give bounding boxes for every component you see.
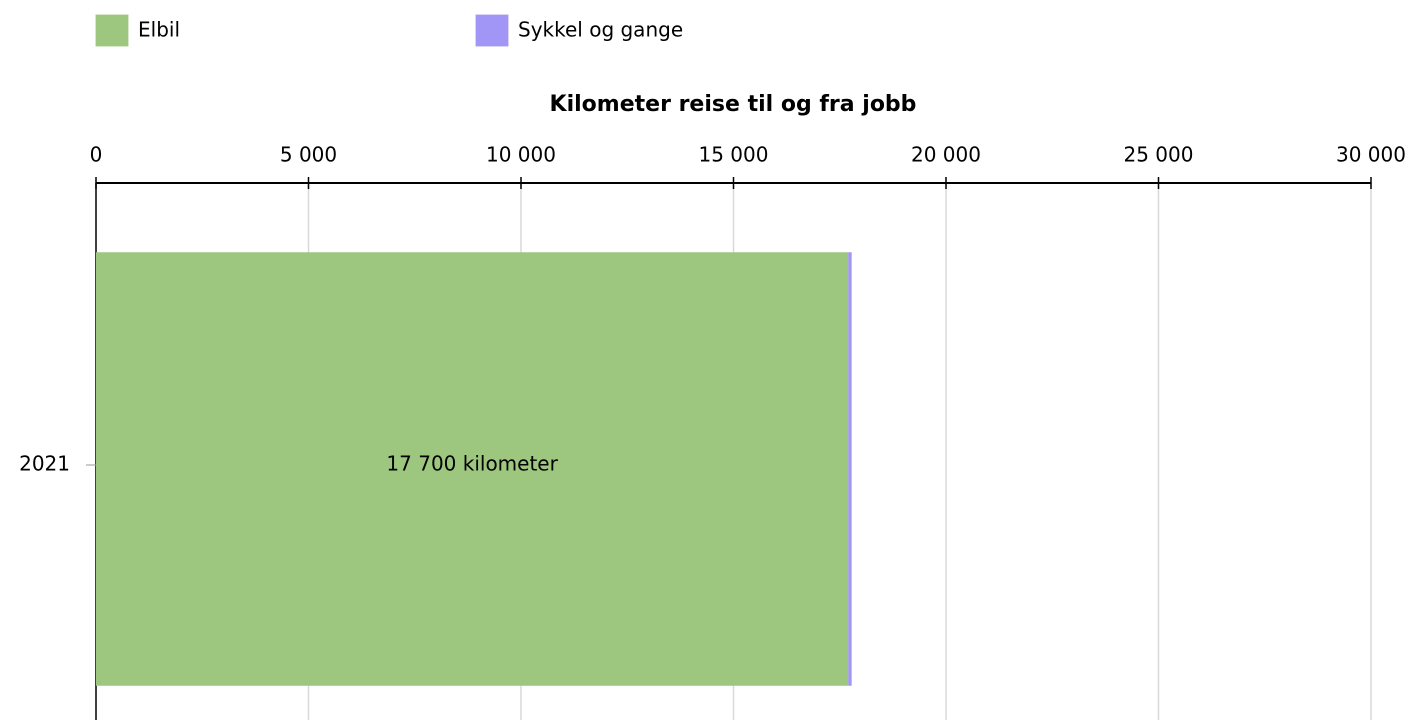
y-tick-label: 2021 — [19, 452, 70, 476]
chart-title: Kilometer reise til og fra jobb — [550, 92, 917, 117]
x-tick-label: 0 — [90, 143, 103, 167]
legend-label: Sykkel og gange — [518, 18, 683, 42]
x-tick-label: 25 000 — [1124, 143, 1194, 167]
x-tick-label: 20 000 — [911, 143, 981, 167]
legend-swatch — [475, 14, 509, 47]
x-tick-label: 15 000 — [699, 143, 769, 167]
bar-segment — [848, 252, 852, 686]
x-tick-label: 30 000 — [1336, 143, 1406, 167]
legend-swatch — [95, 14, 129, 47]
x-tick-label: 10 000 — [486, 143, 556, 167]
data-label: 17 700 kilometer — [386, 452, 558, 476]
bar-segment — [96, 252, 849, 686]
x-tick-label: 5 000 — [280, 143, 337, 167]
legend-label: Elbil — [138, 18, 180, 42]
